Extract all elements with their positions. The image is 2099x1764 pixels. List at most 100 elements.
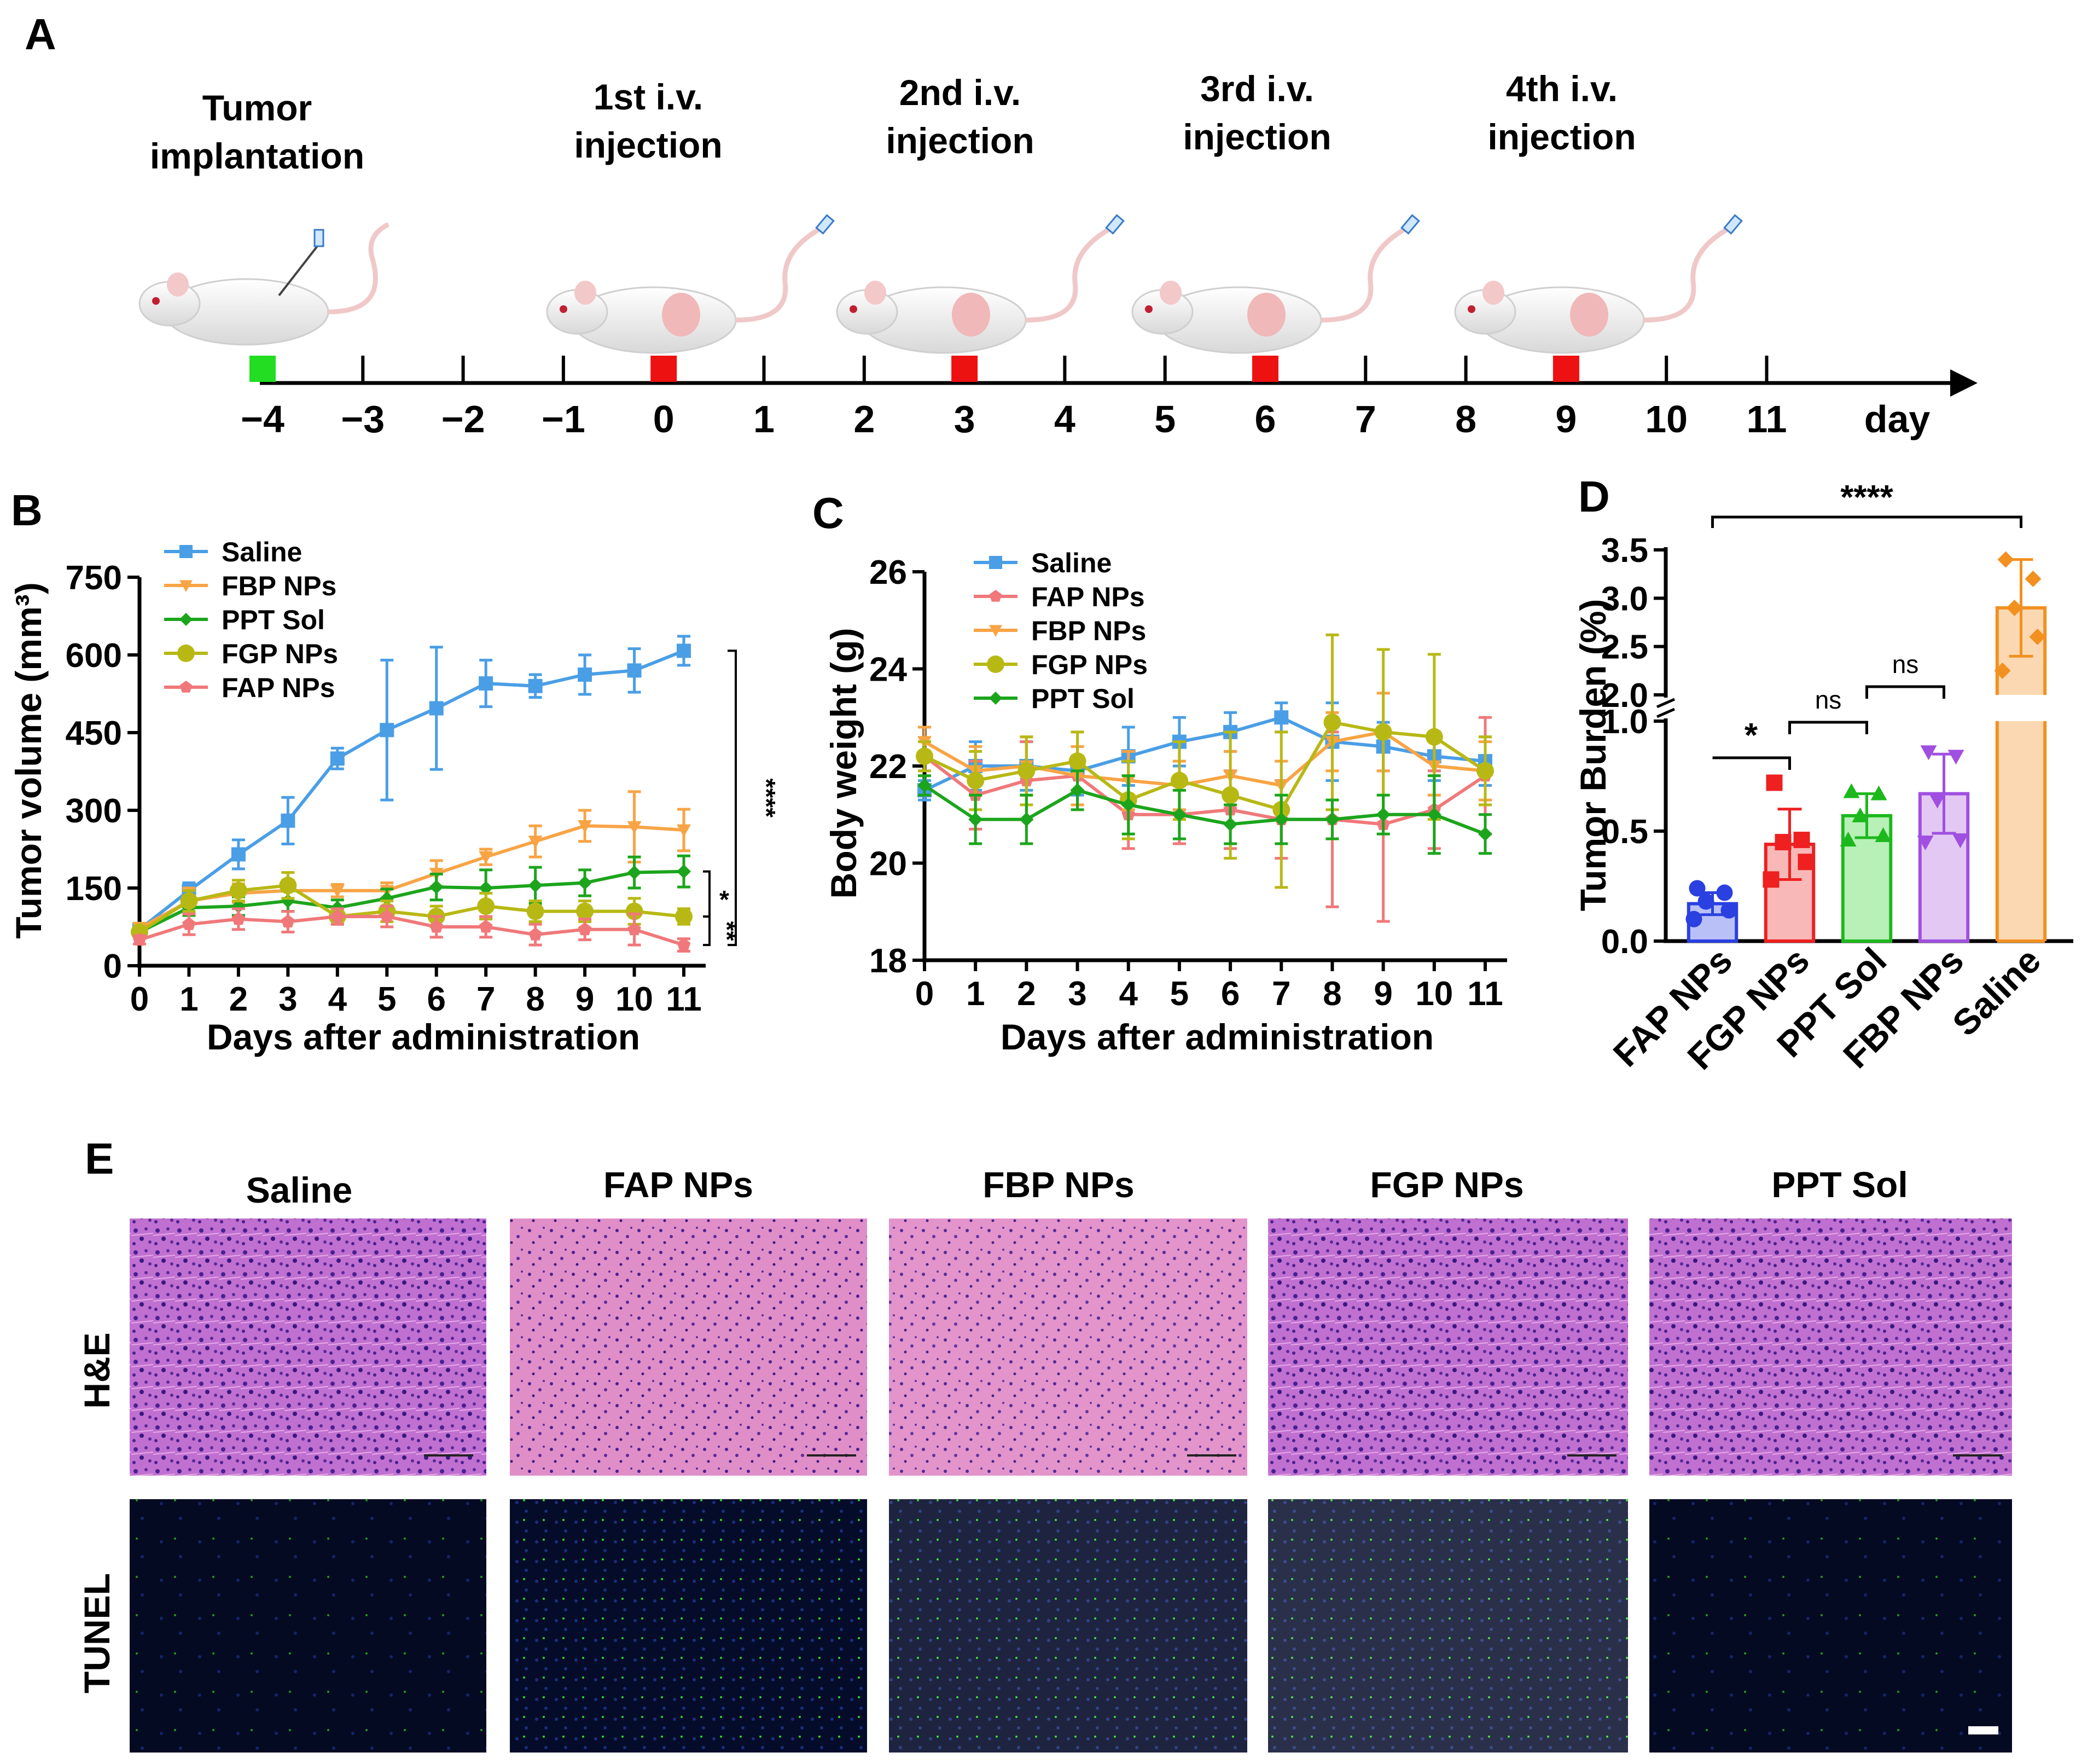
y-tick-label: 18 [869,942,907,980]
event-label-line2: injection [1487,117,1636,157]
series-line [138,869,684,934]
y-tick-label: 26 [869,554,907,591]
x-tick-label: 3 [1068,975,1086,1013]
data-point [1685,910,1702,927]
event-2nd-injection: 2nd i.v. injection [886,72,1034,161]
he-image-saline [130,1218,486,1476]
legend-label: FBP NPs [222,571,336,601]
x-tick-label: 11 [666,980,702,1018]
legend-label: PPT Sol [222,605,325,635]
column-label: FAP NPs [603,1164,753,1205]
data-point [967,771,985,790]
scale-bar [1968,1726,1998,1734]
tunel-image-saline [130,1499,486,1753]
he-image-fap [510,1218,867,1476]
mouse-illustration-1 [138,222,390,346]
data-point [1766,774,1783,791]
axis-break-mark [1656,698,1676,709]
data-point [677,643,691,658]
legend-label: FGP NPs [1031,649,1148,680]
event-1st-injection: 1st i.v. injection [574,77,722,165]
row-label: TUNEL [77,1573,117,1693]
data-point [1019,812,1034,827]
significance-label: * [1745,717,1758,755]
data-point [677,864,691,879]
data-point [2025,571,2042,587]
y-tick-label: 22 [869,748,907,786]
x-tick-label: Saline [1945,940,2049,1044]
data-point [625,902,643,920]
data-point [1223,817,1238,832]
column-label: FBP NPs [982,1164,1135,1205]
legend-marker [179,580,193,592]
series-line [139,915,684,947]
panel-a: A Tumor implantation 1st i.v. injection … [25,10,1978,440]
legend-marker [989,625,1002,637]
y-axis-title: Tumor volume (mm³) [8,582,49,938]
legend-marker [989,590,1002,602]
data-point [1068,752,1086,770]
data-point [1720,902,1737,919]
legend-marker [179,545,193,558]
data-point [526,902,544,920]
data-point [1427,807,1441,822]
data-point [627,821,642,834]
legend-label: FAP NPs [222,672,335,703]
x-tick-label: 11 [1467,975,1503,1013]
x-tick-label: 0 [915,975,934,1013]
x-axis-title: Days after administration [207,1017,640,1057]
y-tick-label: 20 [869,845,907,883]
data-point [1017,762,1036,780]
x-tick-label: 5 [377,980,396,1018]
y-tick-label: 3.0 [1601,580,1648,618]
data-point [1929,793,1946,809]
y-tick-label: 3.5 [1601,532,1648,570]
x-axis-title: Days after administration [1001,1017,1434,1057]
significance-bracket [1711,515,2022,528]
data-point [1689,880,1706,897]
data-point [1070,783,1085,798]
data-point [1425,728,1443,746]
data-point [1374,723,1392,741]
data-point [429,880,444,895]
legend-marker [179,613,193,626]
data-point [429,920,444,933]
data-point [281,813,295,828]
data-point [1476,762,1494,780]
y-tick-label: 1.0 [1601,703,1648,741]
data-point [330,909,345,922]
x-tick-label: 6 [427,980,445,1018]
data-point [1920,745,1937,761]
data-point [627,922,641,936]
injection-marker [1252,356,1278,382]
panel-d-label: D [1578,472,1610,521]
event-3rd-injection: 3rd i.v. injection [1183,68,1331,157]
y-tick-label: 600 [66,637,122,675]
mouse-illustration-2 [546,214,835,354]
x-tick-label: 10 [1415,975,1453,1013]
data-point [1716,884,1733,901]
data-point [479,881,493,895]
day-tick-label: 1 [753,398,775,440]
mouse-illustration-3 [836,214,1125,354]
row-label: H&E [77,1332,117,1408]
y-tick-label: 2.5 [1601,629,1648,666]
data-point [578,922,592,936]
day-tick-label: 8 [1455,398,1476,440]
data-point [1172,807,1187,822]
significance-bracket [1865,685,1945,699]
event-label-line1: 4th i.v. [1506,68,1618,109]
data-point [279,877,297,895]
he-image-ppt [1649,1218,2012,1476]
data-point [479,676,493,691]
column-label: FGP NPs [1370,1164,1524,1205]
series-ppt-sol [917,769,1492,855]
day-tick-label: 3 [954,398,975,440]
axis-break-mark [1656,707,1676,718]
day-tick-label: 11 [1747,398,1787,440]
data-point [677,824,691,837]
day-tick-label: 6 [1255,398,1276,440]
column-label: PPT Sol [1771,1164,1908,1205]
data-point [1840,832,1857,847]
legend-marker [177,645,195,662]
